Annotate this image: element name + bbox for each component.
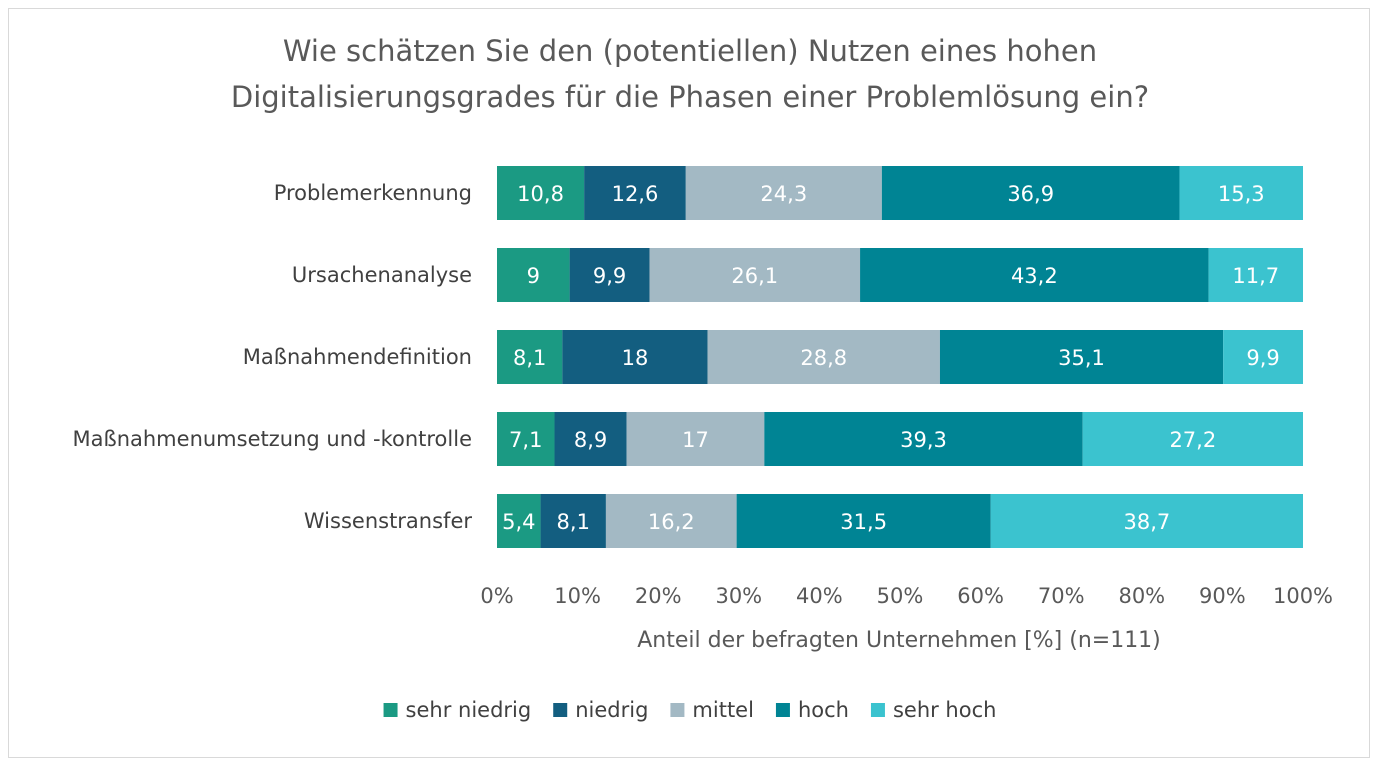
- bar-segment: [540, 494, 606, 548]
- data-label: 9: [527, 264, 540, 288]
- bar-segment: [881, 166, 1180, 220]
- data-label: 39,3: [900, 428, 947, 452]
- legend: sehr niedrig niedrig mittel hoch sehr hoch: [383, 698, 997, 722]
- data-label: 11,7: [1232, 264, 1279, 288]
- data-label: 5,4: [502, 510, 535, 534]
- bar-segment: [736, 494, 991, 548]
- data-label: 8,1: [513, 346, 546, 370]
- data-label: 28,8: [800, 346, 847, 370]
- data-label: 10,8: [517, 182, 564, 206]
- x-tick-label: 0%: [480, 584, 513, 608]
- bars: 10,8 12,6 24,3 36,9 15,3 9 9,9 26,1 43,2 11,7 8,1 1…: [497, 166, 1303, 548]
- data-label: 15,3: [1218, 182, 1265, 206]
- x-tick-label: 80%: [1118, 584, 1165, 608]
- data-label: 8,9: [574, 428, 607, 452]
- bar-segment: [497, 412, 555, 466]
- bar-segment: [605, 494, 737, 548]
- data-label: 7,1: [509, 428, 542, 452]
- bar-segment: [939, 330, 1224, 384]
- data-label: 12,6: [612, 182, 659, 206]
- chart-title-line-1: Wie schätzen Sie den (potentiellen) Nutz…: [283, 34, 1097, 68]
- data-label: 9,9: [593, 264, 626, 288]
- category-label: Maßnahmendefinition: [243, 345, 472, 369]
- data-label: 36,9: [1007, 182, 1054, 206]
- bar-segment: [860, 248, 1209, 302]
- x-axis-title: Anteil der befragten Unternehmen [%] (n=…: [637, 628, 1161, 653]
- legend-label: sehr hoch: [893, 698, 997, 722]
- legend-swatch: [553, 703, 568, 717]
- bar-segment: [497, 494, 541, 548]
- x-tick-label: 70%: [1038, 584, 1085, 608]
- chart-title: Wie schätzen Sie den (potentiellen) Nutz…: [231, 34, 1149, 114]
- bar-segment: [626, 412, 765, 466]
- legend-swatch: [670, 703, 685, 717]
- bar-segment: [554, 412, 627, 466]
- legend-label: sehr niedrig: [406, 698, 532, 722]
- chart-svg: Wie schätzen Sie den (potentiellen) Nutz…: [72, 34, 1333, 722]
- data-label: 38,7: [1124, 510, 1171, 534]
- data-label: 8,1: [557, 510, 590, 534]
- bar-segment: [685, 166, 882, 220]
- legend-label: mittel: [692, 698, 754, 722]
- data-label: 31,5: [840, 510, 887, 534]
- legend-swatch: [870, 703, 885, 717]
- bar-segment: [1179, 166, 1303, 220]
- x-tick-label: 40%: [796, 584, 843, 608]
- bar-segment: [569, 248, 650, 302]
- data-label: 18: [622, 346, 649, 370]
- data-label: 35,1: [1058, 346, 1105, 370]
- bar-segment: [497, 330, 563, 384]
- x-tick-labels: 0% 10% 20% 30% 40% 50% 60% 70% 80% 90% 100%: [480, 584, 1333, 608]
- category-label: Maßnahmenumsetzung und -kontrolle: [72, 427, 472, 451]
- data-label: 9,9: [1246, 346, 1279, 370]
- legend-label: niedrig: [575, 698, 648, 722]
- bar-segment: [497, 166, 585, 220]
- chart-frame: Wie schätzen Sie den (potentiellen) Nutz…: [8, 8, 1370, 758]
- legend-label: hoch: [798, 698, 849, 722]
- x-tick-label: 20%: [635, 584, 682, 608]
- x-tick-label: 100%: [1273, 584, 1333, 608]
- data-label: 17: [682, 428, 709, 452]
- bar-segment: [649, 248, 861, 302]
- chart-title-line-2: Digitalisierungsgrades für die Phasen ei…: [231, 80, 1149, 114]
- x-tick-label: 10%: [554, 584, 601, 608]
- bar-segment: [707, 330, 940, 384]
- x-tick-label: 60%: [957, 584, 1004, 608]
- bar-segment: [562, 330, 708, 384]
- data-label: 16,2: [648, 510, 695, 534]
- x-tick-label: 50%: [877, 584, 924, 608]
- bar-segment: [1208, 248, 1303, 302]
- bar-segment: [1223, 330, 1303, 384]
- bar-segment: [1082, 412, 1303, 466]
- data-label: 43,2: [1011, 264, 1058, 288]
- bar-segment: [584, 166, 686, 220]
- bar-segment: [764, 412, 1083, 466]
- category-label: Ursachenanalyse: [292, 263, 472, 287]
- x-tick-label: 30%: [715, 584, 762, 608]
- legend-swatch: [775, 703, 790, 717]
- category-label: Problemerkennung: [274, 181, 472, 205]
- data-label: 26,1: [731, 264, 778, 288]
- bar-segment: [990, 494, 1303, 548]
- data-label: 24,3: [760, 182, 807, 206]
- category-labels: Problemerkennung Ursachenanalyse Maßnahmen…: [72, 181, 472, 533]
- data-label: 27,2: [1169, 428, 1216, 452]
- bar-segment: [497, 248, 570, 302]
- legend-swatch: [383, 703, 398, 717]
- category-label: Wissenstransfer: [304, 509, 472, 533]
- x-tick-label: 90%: [1199, 584, 1246, 608]
